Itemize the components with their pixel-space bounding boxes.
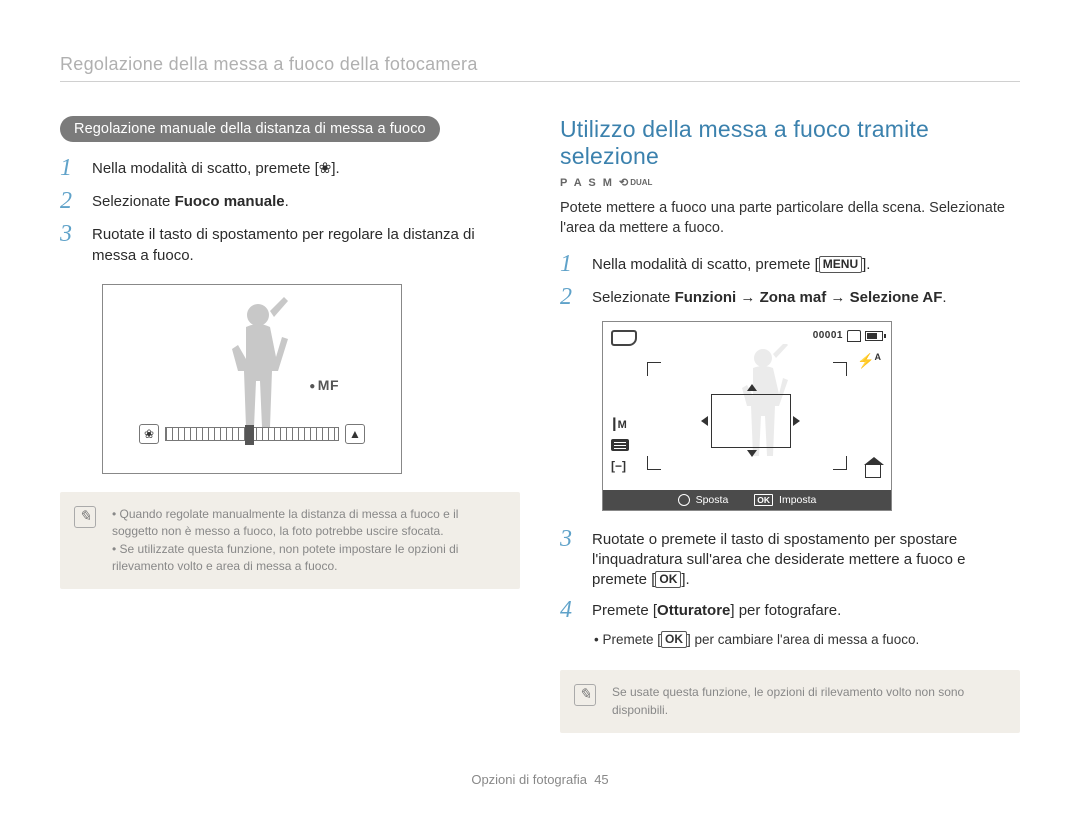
step-number: 3 (560, 527, 582, 552)
sd-card-icon (847, 330, 861, 342)
mode-indicators: P A S M ⟲DUAL (560, 176, 1020, 189)
step-item: 1 Nella modalità di scatto, premete [❀]. (60, 156, 520, 181)
bar-move-label: Sposta (696, 494, 729, 506)
step-number: 3 (60, 222, 82, 247)
note-list: Quando regolate manualmente la distanza … (112, 506, 504, 576)
step-text: Nella modalità di scatto, premete [MENU]… (592, 252, 870, 275)
note-item: Se utilizzate questa funzione, non potet… (112, 541, 504, 576)
manual-focus-steps: 1 Nella modalità di scatto, premete [❀].… (60, 156, 520, 266)
page-number: 45 (594, 772, 608, 787)
note-icon: ✎ (574, 684, 596, 706)
manual-page: Regolazione della messa a fuoco della fo… (0, 0, 1080, 815)
frame-corner-icon (647, 456, 661, 470)
battery-icon (865, 331, 883, 341)
ok-key-icon: OK (655, 571, 681, 588)
status-bar-top: 00001 (813, 330, 883, 342)
page-header-title: Regolazione della messa a fuoco della fo… (60, 54, 1020, 75)
step-text: Ruotate o premete il tasto di spostament… (592, 527, 1020, 591)
selection-af-steps: 1 Nella modalità di scatto, premete [MEN… (560, 252, 1020, 310)
step-item: 1 Nella modalità di scatto, premete [MEN… (560, 252, 1020, 277)
arrow-left-icon (701, 416, 708, 426)
arrow-up-icon (747, 384, 757, 391)
frame-corner-icon (833, 362, 847, 376)
step-sub-bullet: Premete [OK] per cambiare l'area di mess… (594, 631, 1020, 648)
left-overlay-icons: ┃M [−] (611, 418, 629, 473)
step-text: Ruotate il tasto di spostamento per rego… (92, 222, 520, 266)
footer-section-label: Opzioni di fotografia (471, 772, 587, 787)
step-text: Premete [Otturatore] per fotografare. (592, 598, 841, 621)
section-heading-selection-af: Utilizzo della messa a fuoco tramite sel… (560, 116, 1020, 170)
flash-auto-icon: ⚡A (857, 352, 881, 370)
quality-icon (611, 439, 629, 451)
arrow-down-icon (747, 450, 757, 457)
dual-mode-icon: ⟲ (619, 177, 630, 189)
focus-slider-track (165, 427, 339, 441)
focus-distance-slider: ❀ ▲ (139, 423, 365, 445)
resolution-icon: ┃M (611, 418, 629, 431)
nav-pad-icon (678, 494, 690, 506)
exposure-indicator-icon: [−] (611, 459, 629, 473)
step-item: 3 Ruotate il tasto di spostamento per re… (60, 222, 520, 266)
bar-set-label: Imposta (779, 494, 816, 506)
note-icon: ✎ (74, 506, 96, 528)
camera-mode-icon (611, 330, 637, 346)
note-box: ✎ Se usate questa funzione, le opzioni d… (560, 670, 1020, 733)
step-item: 2 Selezionate Funzioni → Zona maf → Sele… (560, 285, 1020, 310)
step-number: 4 (560, 598, 582, 623)
intro-paragraph: Potete mettere a fuoco una parte partico… (560, 199, 1020, 238)
step-number: 1 (560, 252, 582, 277)
left-column: Regolazione manuale della distanza di me… (60, 116, 520, 733)
section-pill-manual-focus: Regolazione manuale della distanza di me… (60, 116, 440, 142)
step-text: Selezionate Funzioni → Zona maf → Selezi… (592, 285, 947, 308)
macro-flower-icon: ❀ (139, 424, 159, 444)
note-text: Se usate questa funzione, le opzioni di … (612, 685, 964, 716)
menu-key-icon: MENU (819, 256, 862, 273)
ok-key-icon: OK (754, 494, 773, 506)
lcd-manual-focus: MF ❀ ▲ (102, 284, 402, 474)
frame-corner-icon (647, 362, 661, 376)
lcd-selection-af: 00001 ⚡A (602, 321, 892, 511)
note-box: ✎ Quando regolate manualmente la distanz… (60, 492, 520, 590)
step-text: Nella modalità di scatto, premete [❀]. (92, 156, 340, 179)
two-column-layout: Regolazione manuale della distanza di me… (60, 116, 1020, 733)
arrow-right-icon (793, 416, 800, 426)
step-number: 1 (60, 156, 82, 181)
lcd-bottom-bar: Sposta OK Imposta (603, 490, 891, 510)
frame-corner-icon (833, 456, 847, 470)
ok-key-icon: OK (661, 631, 687, 648)
focus-slider-thumb (245, 425, 254, 445)
page-footer: Opzioni di fotografia 45 (0, 772, 1080, 787)
selection-af-steps-continued: 3 Ruotate o premete il tasto di spostame… (560, 527, 1020, 624)
mf-mode-label: MF (309, 377, 339, 393)
step-item: 3 Ruotate o premete il tasto di spostame… (560, 527, 1020, 591)
mountain-icon: ▲ (345, 424, 365, 444)
step-number: 2 (60, 189, 82, 214)
page-header: Regolazione della messa a fuoco della fo… (60, 54, 1020, 82)
step-item: 4 Premete [Otturatore] per fotografare. (560, 598, 1020, 623)
step-number: 2 (560, 285, 582, 310)
subject-silhouette-icon (218, 297, 298, 437)
step-item: 2 Selezionate Fuoco manuale. (60, 189, 520, 214)
right-column: Utilizzo della messa a fuoco tramite sel… (560, 116, 1020, 733)
step-text: Selezionate Fuoco manuale. (92, 189, 289, 212)
shot-counter: 00001 (813, 330, 843, 341)
home-icon (865, 464, 881, 478)
flower-icon: ❀ (319, 160, 332, 177)
focus-rectangle (711, 394, 791, 448)
note-item: Quando regolate manualmente la distanza … (112, 506, 504, 541)
header-rule (60, 81, 1020, 82)
